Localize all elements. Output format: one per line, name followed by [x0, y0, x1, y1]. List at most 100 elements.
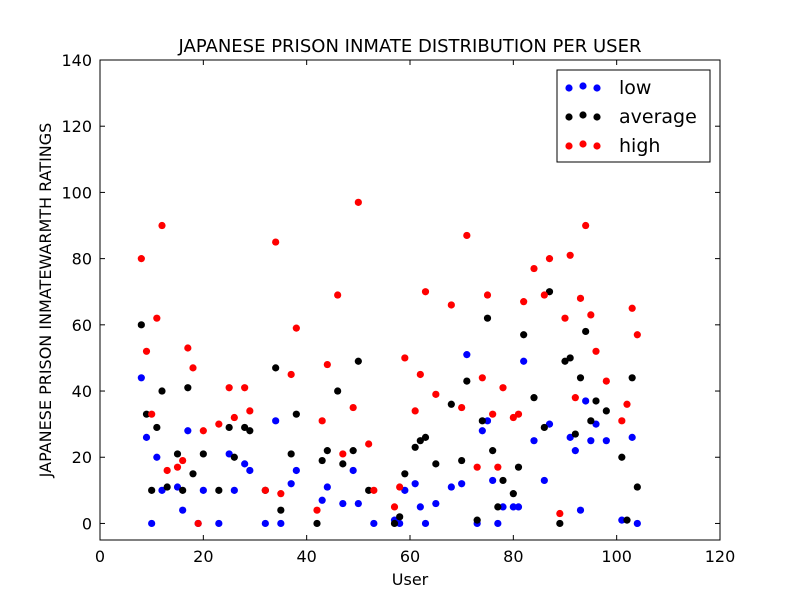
x-tick-label: 20	[193, 547, 213, 566]
legend-entry-low: low	[565, 77, 651, 99]
data-point-average	[272, 364, 280, 372]
data-point-average	[509, 490, 517, 498]
data-point-high	[339, 450, 347, 458]
data-point-average	[153, 423, 161, 432]
data-point-average	[618, 453, 626, 461]
data-point-high	[587, 311, 595, 319]
data-point-low	[587, 437, 595, 445]
data-point-average	[416, 437, 424, 445]
data-point-average	[602, 407, 610, 415]
data-point-low	[520, 357, 528, 365]
data-point-low	[566, 433, 574, 441]
data-point-average	[447, 400, 455, 408]
data-point-low	[184, 427, 192, 435]
data-point-low	[618, 516, 626, 524]
data-point-low	[287, 480, 295, 488]
data-point-average	[582, 327, 590, 336]
data-point-low	[179, 506, 187, 514]
legend-marker	[579, 111, 587, 119]
legend-marker	[593, 84, 601, 92]
y-tick-label: 100	[61, 183, 92, 202]
data-point-high	[489, 410, 497, 418]
data-point-high	[142, 347, 151, 355]
data-point-high	[246, 407, 254, 415]
data-point-low	[323, 483, 331, 491]
legend-marker	[565, 84, 573, 92]
data-point-average	[137, 321, 145, 329]
data-point-high	[473, 463, 481, 471]
data-point-high	[261, 486, 269, 494]
data-point-average	[499, 476, 507, 485]
data-point-low	[142, 433, 151, 441]
data-point-high	[318, 417, 326, 425]
data-point-average	[199, 450, 207, 458]
data-point-average	[628, 374, 636, 382]
data-point-high	[571, 394, 579, 402]
data-point-low	[158, 486, 166, 494]
y-tick-label: 40	[72, 382, 92, 401]
data-point-low	[292, 466, 300, 475]
data-point-high	[179, 456, 187, 465]
data-point-average	[478, 417, 486, 425]
data-point-average	[163, 483, 171, 491]
data-point-low	[499, 503, 507, 511]
data-point-high	[463, 231, 471, 240]
data-point-low	[349, 466, 357, 475]
data-point-low	[571, 447, 579, 455]
data-point-high	[153, 314, 161, 322]
data-point-average	[390, 519, 399, 528]
data-point-low	[478, 427, 486, 435]
data-point-average	[287, 450, 295, 458]
data-point-high	[396, 483, 404, 491]
data-point-average	[225, 423, 233, 432]
data-point-low	[396, 519, 404, 528]
data-point-high	[576, 294, 585, 302]
data-point-low	[401, 486, 409, 494]
data-point-low	[153, 453, 161, 461]
data-point-average	[148, 486, 156, 494]
data-point-low	[602, 437, 610, 445]
data-point-average	[571, 430, 579, 438]
data-point-high	[458, 403, 466, 412]
data-point-high	[173, 463, 182, 471]
data-point-high	[241, 384, 249, 392]
data-point-average	[530, 394, 538, 402]
legend-label: average	[619, 106, 697, 128]
legend-marker	[593, 142, 601, 150]
y-tick-label: 0	[82, 514, 92, 533]
data-point-high	[556, 509, 564, 518]
data-point-high	[483, 291, 492, 299]
data-point-high	[421, 288, 430, 296]
data-point-average	[292, 410, 300, 418]
y-tick-label: 120	[61, 117, 92, 136]
legend-marker	[593, 113, 601, 121]
data-point-high	[390, 503, 399, 511]
data-point-average	[592, 397, 600, 405]
data-point-average	[230, 453, 238, 461]
data-point-high	[447, 301, 455, 309]
data-point-high	[545, 255, 554, 263]
data-point-high	[411, 407, 419, 415]
data-point-average	[179, 486, 187, 494]
data-point-high	[199, 427, 207, 435]
data-point-low	[272, 417, 280, 425]
data-point-high	[137, 255, 145, 263]
x-tick-label: 40	[296, 547, 316, 566]
data-point-high	[530, 264, 538, 273]
data-point-low	[432, 499, 440, 508]
data-point-high	[287, 370, 295, 379]
data-point-average	[514, 463, 523, 471]
data-point-low	[411, 480, 419, 488]
data-point-low	[421, 519, 430, 528]
data-point-low	[199, 486, 207, 494]
data-point-low	[416, 503, 424, 511]
data-point-low	[246, 466, 254, 475]
data-point-average	[354, 357, 362, 365]
data-point-low	[540, 476, 548, 485]
data-point-high	[292, 324, 300, 332]
data-point-average	[318, 456, 326, 465]
data-point-average	[349, 447, 357, 455]
data-point-low	[494, 519, 502, 528]
data-point-low	[582, 397, 590, 405]
